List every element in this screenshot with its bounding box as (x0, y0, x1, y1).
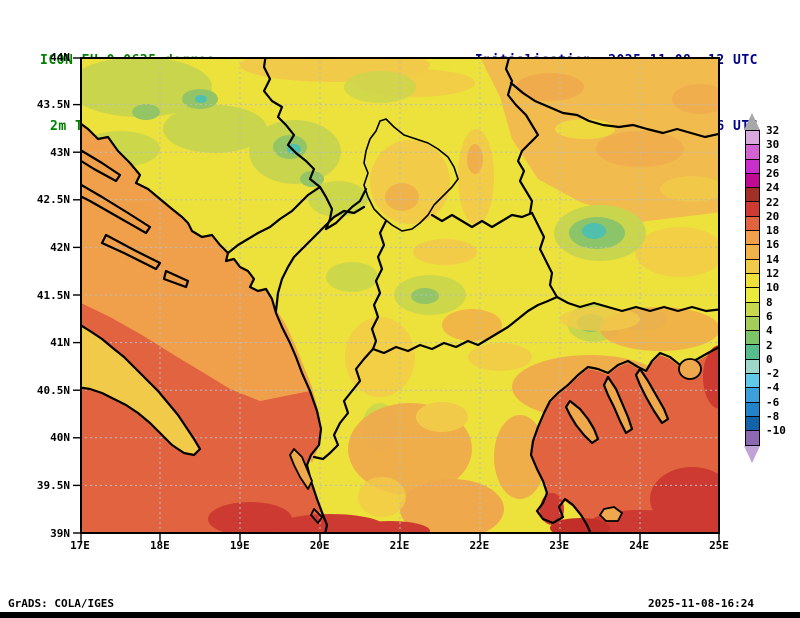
colorbar-tick-label: -6 (766, 395, 780, 409)
colorbar-cell (746, 201, 759, 216)
grads-credit: GrADS: COLA/IGES (8, 597, 114, 610)
colorbar-cell (746, 158, 759, 173)
lat-tick-label: 39.5N (36, 478, 70, 492)
colorbar-cell (746, 272, 759, 288)
render-timestamp: 2025-11-08-16:24 (648, 597, 754, 610)
lat-tick-label: 40N (50, 431, 70, 445)
colorbar-tick-label: 0 (766, 352, 773, 366)
colorbar-tick-label: 22 (766, 195, 780, 209)
lat-tick-label: 42N (50, 240, 70, 254)
temperature-map-svg (73, 57, 720, 541)
colorbar-cell (746, 373, 759, 388)
colorbar-tick-label: -10 (766, 424, 786, 438)
colorbar-tick-label: 32 (766, 124, 780, 137)
lon-tick-label: 22E (469, 539, 490, 552)
lon-tick-label: 23E (549, 539, 570, 552)
lat-tick-label: 40.5N (36, 383, 70, 397)
lon-tick-label: 19E (229, 539, 250, 552)
colorbar-tick-label: 6 (766, 309, 773, 323)
lat-tick-label: 42.5N (36, 193, 70, 207)
colorbar-cell (746, 358, 759, 374)
lat-tick-label: 41N (50, 336, 70, 350)
lat-tick-label: 44N (50, 50, 70, 64)
colorbar-tick-label: -2 (766, 367, 780, 381)
colorbar-tick-label: 14 (766, 252, 780, 266)
colorbar-over-arrow (744, 113, 760, 130)
colorbar-cell (746, 315, 759, 331)
lon-tick-label: 25E (709, 539, 729, 552)
colorbar-tick-label: 12 (766, 267, 780, 280)
lon-tick-label: 20E (309, 539, 330, 552)
colorbar-cell (746, 131, 759, 145)
colorbar-cell (746, 430, 759, 445)
lat-tick-label: 41.5N (36, 288, 70, 302)
bottom-black-bar (0, 612, 800, 618)
colorbar-cell (746, 330, 759, 345)
coastlines-and-borders (81, 58, 719, 533)
colorbar-tick-label: 24 (766, 181, 780, 195)
lat-tick-label: 43.5N (36, 98, 70, 112)
colorbar-under-arrow (744, 445, 760, 463)
colorbar-cell (746, 258, 759, 273)
map-area (73, 57, 720, 541)
colorbar-cell (746, 387, 759, 402)
colorbar-cells (745, 130, 760, 446)
colorbar-tick-label: 16 (766, 238, 780, 252)
lon-tick-label: 17E (70, 539, 90, 552)
colorbar-tick-label: -8 (766, 410, 780, 423)
temperature-colorbar (744, 113, 760, 463)
colorbar-cell (746, 344, 759, 359)
colorbar-tick-label: 18 (766, 224, 780, 238)
colorbar-cell (746, 301, 759, 316)
colorbar-tick-label: 26 (766, 166, 780, 180)
colorbar-tick-label: 10 (766, 281, 780, 295)
colorbar-tick-label: 20 (766, 209, 780, 223)
colorbar-tick-label: 8 (766, 295, 773, 309)
colorbar-cell (746, 415, 759, 431)
lat-tick-label: 43N (50, 145, 70, 159)
colorbar-cell (746, 172, 759, 188)
map-frame (73, 57, 720, 541)
colorbar-cell (746, 187, 759, 202)
colorbar-cell (746, 230, 759, 245)
colorbar-tick-label: 28 (766, 152, 780, 166)
colorbar-tick-label: 30 (766, 138, 780, 152)
lat-tick-label: 39N (50, 526, 70, 540)
colorbar-cell (746, 401, 759, 416)
colorbar-tick-label: -4 (766, 381, 780, 395)
colorbar-cell (746, 215, 759, 231)
colorbar-cell (746, 144, 759, 159)
lon-tick-label: 21E (389, 539, 410, 552)
colorbar-tick-label: 2 (766, 338, 773, 352)
lon-tick-label: 24E (629, 539, 650, 552)
colorbar-cell (746, 244, 759, 259)
colorbar-tick-label: 4 (766, 324, 773, 338)
lon-tick-label: 18E (149, 539, 170, 552)
colorbar-cell (746, 287, 759, 302)
axis-ticks (73, 57, 720, 541)
